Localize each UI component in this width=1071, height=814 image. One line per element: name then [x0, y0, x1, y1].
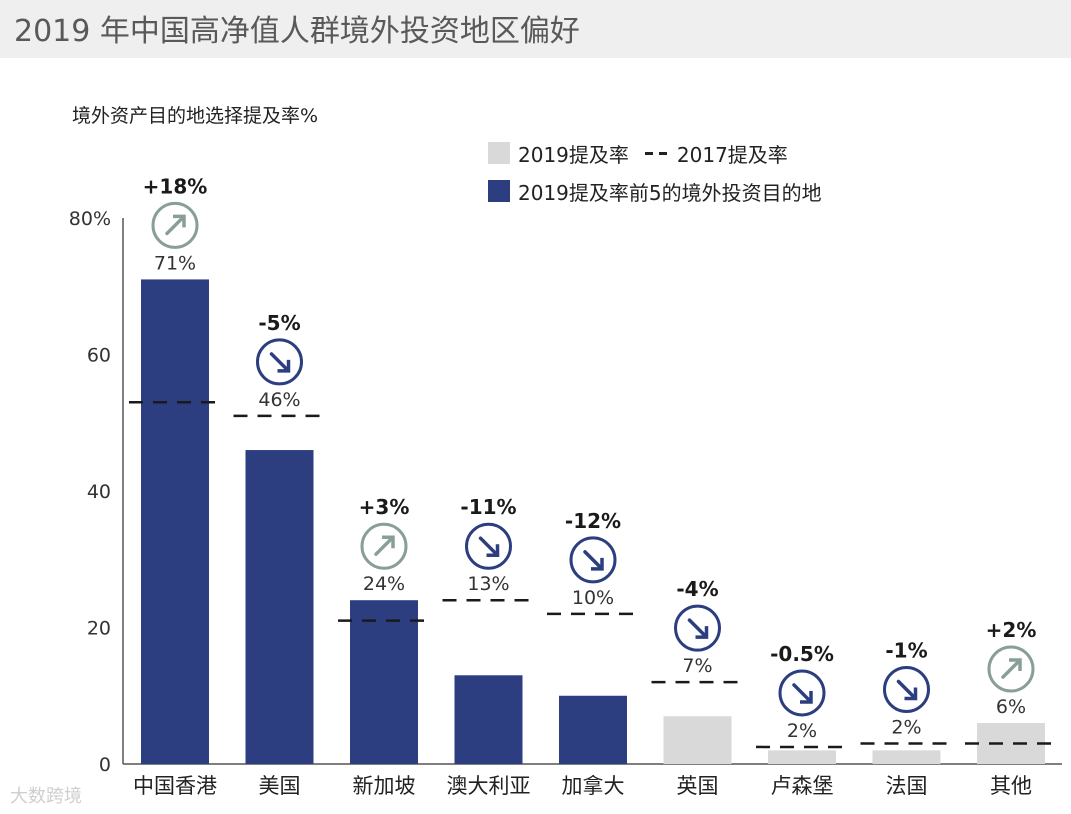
down-arrow-icon [465, 522, 512, 570]
change-label: -11% [460, 495, 516, 519]
arrow-head [904, 687, 918, 701]
bar-2019 [350, 600, 418, 764]
change-label: +18% [143, 174, 208, 198]
bar-2019 [559, 695, 627, 764]
legend-swatch-top5 [488, 180, 510, 202]
arrow-stroke [583, 550, 603, 570]
legend-label-2017: 2017提及率 [676, 142, 788, 167]
down-arrow-icon [778, 669, 826, 717]
arrow-head [695, 626, 709, 639]
legend-swatch-2019 [488, 142, 510, 164]
down-arrow-icon [674, 604, 721, 652]
arrow-stroke [896, 679, 917, 700]
down-arrow-icon [569, 536, 617, 584]
y-tick-label: 40 [87, 481, 111, 503]
value-label: 13% [467, 573, 509, 595]
legend-row-rates: 2019提及率 2017提及率 [488, 140, 822, 167]
arrow-head [486, 544, 500, 557]
x-category-label: 英国 [677, 774, 719, 798]
x-category-label: 美国 [259, 774, 301, 798]
y-tick-label: 0 [99, 754, 111, 776]
bar-2019 [872, 750, 941, 764]
arrow-head [277, 359, 291, 373]
legend-row-top5: 2019提及率前5的境外投资目的地 [488, 178, 822, 205]
arrow-stroke [478, 536, 499, 556]
x-category-label: 法国 [886, 774, 928, 798]
arrow-head [591, 557, 604, 571]
value-label: 10% [572, 587, 614, 609]
arrow-head [800, 690, 813, 704]
down-arrow-icon [883, 666, 930, 714]
down-arrow-icon [256, 338, 303, 386]
change-label: -12% [565, 509, 621, 533]
arrow-head [382, 535, 395, 549]
y-tick-label: 20 [87, 618, 111, 640]
bar-2019 [141, 279, 209, 764]
x-category-label: 卢森堡 [771, 774, 834, 798]
value-label: 6% [996, 696, 1026, 718]
x-category-label: 澳大利亚 [447, 774, 531, 798]
value-label: 2% [787, 720, 817, 742]
arrow-stroke [374, 536, 394, 556]
change-label: +2% [986, 618, 1037, 642]
arrow-stroke [165, 215, 185, 236]
value-label: 7% [682, 655, 712, 677]
value-label: 71% [154, 252, 196, 274]
legend: 2019提及率 2017提及率 2019提及率前5的境外投资目的地 [488, 140, 822, 216]
y-tick-label: 60 [87, 345, 111, 367]
change-label: -5% [258, 311, 300, 335]
arrow-stroke [687, 618, 708, 638]
arrow-stroke [792, 683, 812, 703]
up-arrow-icon [151, 201, 199, 249]
up-arrow-icon [987, 645, 1035, 693]
change-label: -1% [885, 639, 927, 663]
page-title: 2019 年中国高净值人群境外投资地区偏好 [14, 14, 580, 49]
arrow-stroke [1001, 659, 1021, 679]
x-category-label: 加拿大 [562, 774, 625, 798]
legend-dash-2017 [644, 151, 667, 155]
value-label: 2% [891, 717, 921, 739]
bar-2019 [454, 675, 523, 764]
y-tick-label: 80% [69, 208, 111, 230]
legend-label-top5: 2019提及率前5的境外投资目的地 [518, 180, 822, 205]
title-bar: 2019 年中国高净值人群境外投资地区偏好 [0, 0, 1071, 58]
arrow-head [1009, 658, 1022, 672]
x-category-label: 新加坡 [353, 774, 416, 798]
change-label: -0.5% [770, 642, 834, 666]
bar-2019 [245, 450, 314, 764]
x-category-label: 其他 [990, 774, 1032, 798]
y-axis-title: 境外资产目的地选择提及率% [72, 105, 319, 127]
bar-2019 [663, 716, 732, 764]
arrow-head [173, 214, 186, 228]
value-label: 46% [258, 389, 300, 411]
watermark: 大数跨境 [10, 786, 82, 807]
bar-2019 [768, 750, 836, 764]
value-label: 24% [363, 573, 405, 595]
bar-2019 [977, 723, 1045, 764]
change-label: -4% [676, 577, 718, 601]
change-label: +3% [359, 495, 410, 519]
arrow-stroke [269, 352, 290, 372]
legend-label-2019: 2019提及率 [518, 142, 629, 167]
x-category-label: 中国香港 [133, 774, 217, 798]
up-arrow-icon [360, 522, 408, 570]
